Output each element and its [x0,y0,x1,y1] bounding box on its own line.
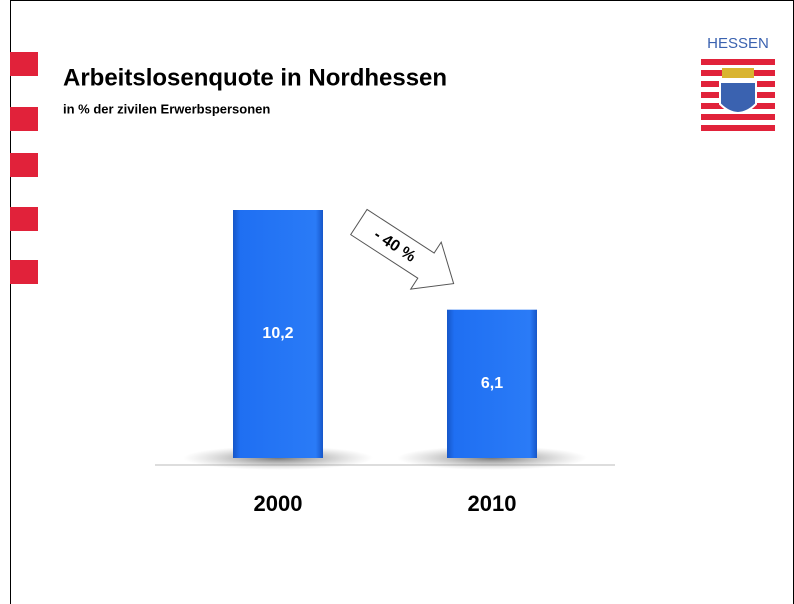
value-label: 10,2 [262,325,293,342]
bar [447,309,537,458]
bar [233,210,323,458]
chart-title: Arbeitslosenquote in Nordhessen [63,64,447,91]
logo-text: HESSEN [707,35,769,52]
logo-flag [701,57,775,131]
chart-subtitle: in % der zivilen Erwerbspersonen [63,101,270,116]
x-tick-label: 2010 [468,491,517,516]
x-tick-label: 2000 [254,491,303,516]
side-markers [10,52,38,284]
value-label: 6,1 [481,375,503,392]
